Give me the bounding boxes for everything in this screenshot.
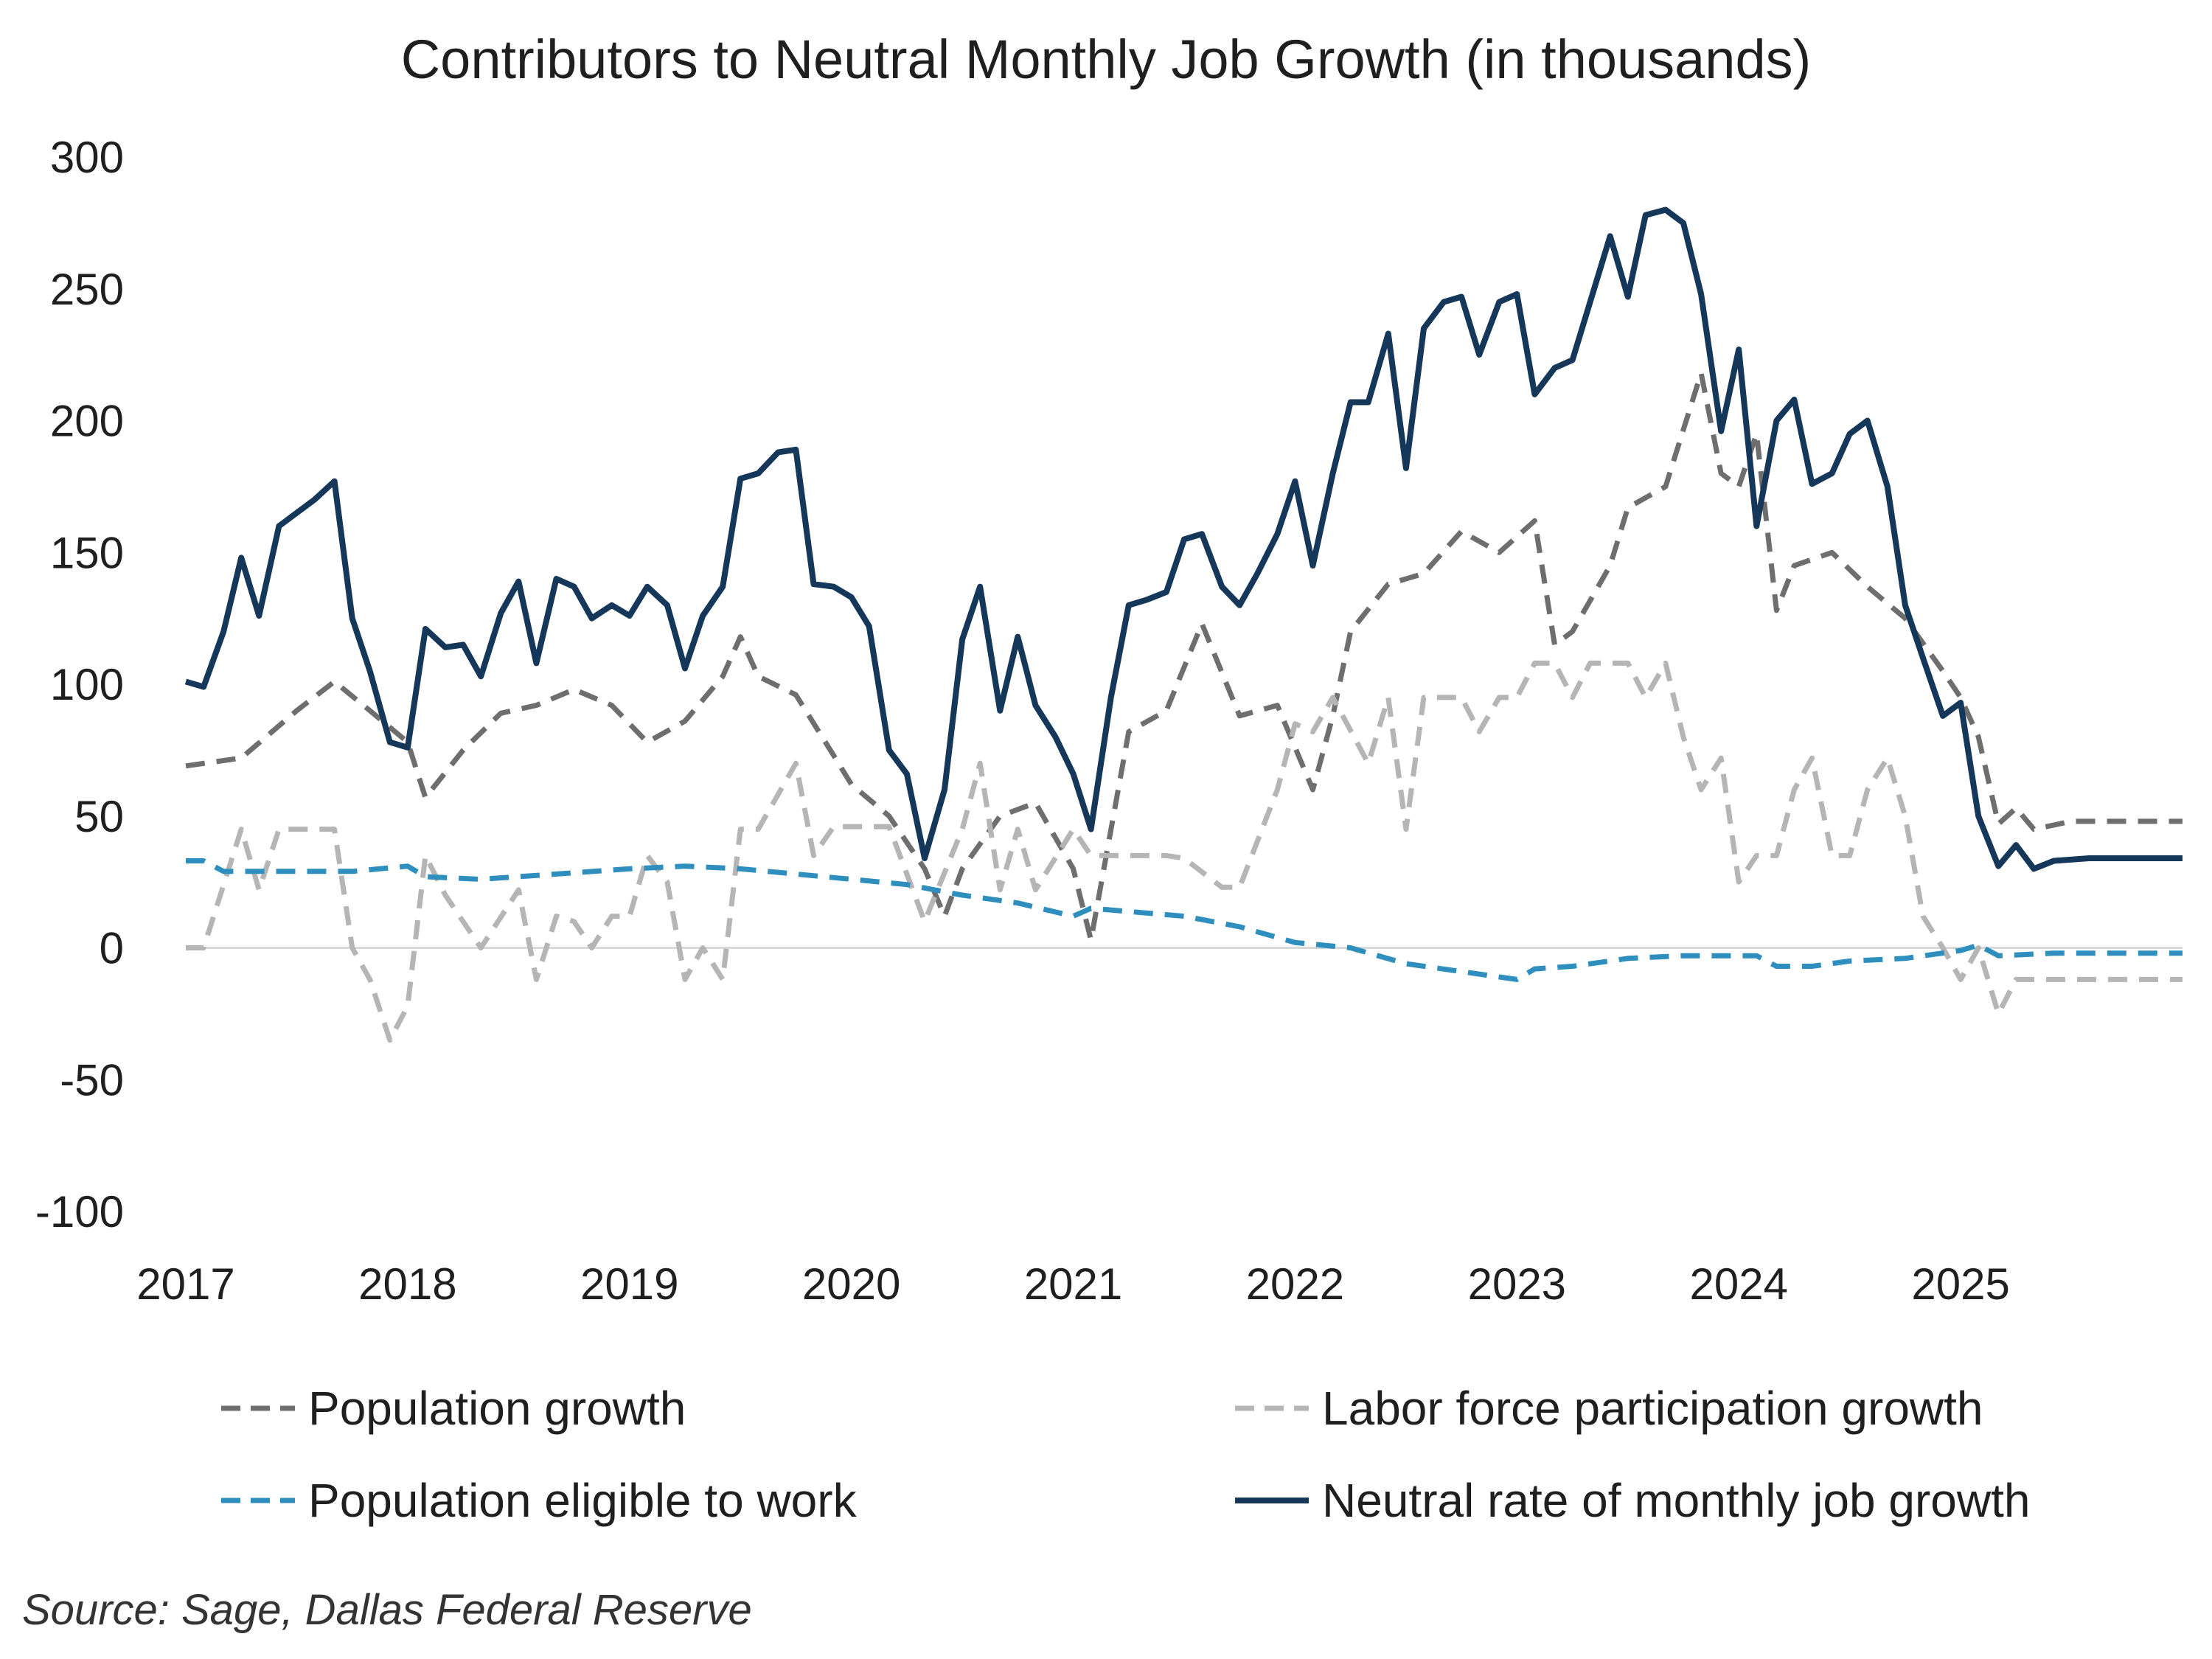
legend: Population growth Labor force participati…	[221, 1382, 2030, 1527]
y-tick-label: -100	[35, 1187, 124, 1237]
x-tick-label: 2017	[136, 1259, 234, 1309]
x-tick-label: 2023	[1468, 1259, 1566, 1309]
series-line-population-growth	[185, 370, 2183, 943]
y-axis-ticks: 300 250 200 150 100 50 0 -50 -100	[35, 133, 124, 1237]
x-tick-label: 2019	[580, 1259, 678, 1309]
source-note: Source: Sage, Dallas Federal Reserve	[22, 1586, 752, 1634]
y-tick-label: 150	[50, 528, 124, 577]
x-tick-label: 2022	[1246, 1259, 1344, 1309]
x-tick-label: 2020	[802, 1259, 900, 1309]
x-tick-label: 2021	[1024, 1259, 1122, 1309]
legend-label-neutral-rate-of-monthly-job-growth: Neutral rate of monthly job growth	[1322, 1474, 2030, 1527]
x-axis-ticks: 2017 2018 2019 2020 2021 2022 2023 2024 2025	[136, 1259, 2010, 1309]
series-lines	[184, 206, 2183, 1043]
y-tick-label: 0	[100, 924, 124, 973]
chart-title: Contributors to Neutral Monthly Job Grow…	[400, 29, 1812, 90]
x-tick-label: 2018	[358, 1259, 456, 1309]
y-tick-label: 300	[50, 133, 124, 182]
legend-label-population-growth: Population growth	[308, 1382, 686, 1435]
series-line-neutral-rate-of-monthly-job-growth	[184, 206, 2183, 872]
series-line-labor-force-participation-growth	[186, 660, 2183, 1043]
y-tick-label: 50	[74, 792, 124, 841]
y-tick-label: 100	[50, 660, 124, 709]
y-tick-label: 200	[50, 397, 124, 446]
series-line-population-eligible-to-work	[186, 858, 2183, 982]
y-tick-label: -50	[60, 1055, 124, 1105]
legend-label-labor-force-participation-growth: Labor force participation growth	[1322, 1382, 1983, 1435]
x-tick-label: 2024	[1689, 1259, 1787, 1309]
legend-label-population-eligible-to-work: Population eligible to work	[308, 1474, 858, 1527]
x-tick-label: 2025	[1911, 1259, 2009, 1309]
y-tick-label: 250	[50, 265, 124, 314]
